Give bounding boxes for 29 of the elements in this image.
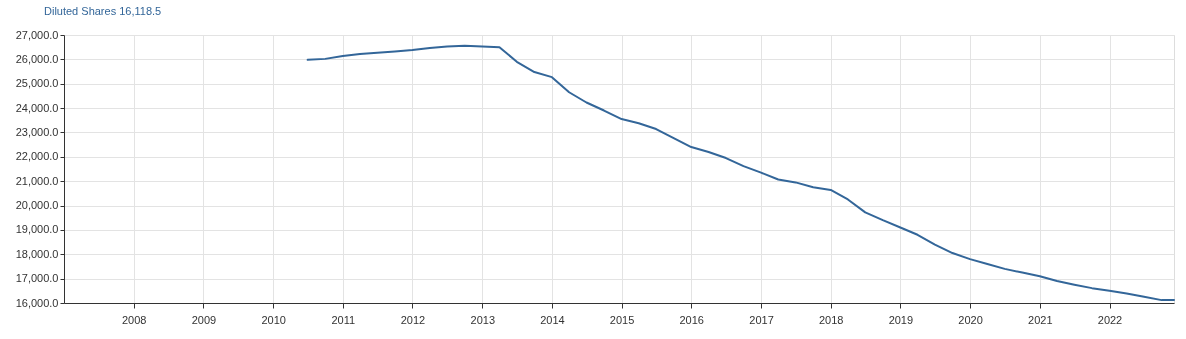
x-tick-label: 2015 xyxy=(609,313,635,326)
line-series xyxy=(306,44,1175,302)
x-tick-label: 2008 xyxy=(121,313,147,326)
x-tick-label: 2018 xyxy=(818,313,844,326)
x-tick-label: 2016 xyxy=(679,313,704,326)
x-tick-label: 2020 xyxy=(958,313,983,326)
y-tick-label: 18,000.0 xyxy=(15,247,59,260)
x-tick-label: 2014 xyxy=(540,313,565,326)
y-tick-label: 20,000.0 xyxy=(15,199,59,212)
x-tick-label: 2017 xyxy=(749,313,774,326)
y-tick-label: 21,000.0 xyxy=(15,174,59,187)
x-tick-label: 2019 xyxy=(888,313,914,326)
y-tick-label: 17,000.0 xyxy=(15,272,59,285)
y-tick-label: 24,000.0 xyxy=(15,101,59,114)
x-tick-label: 2013 xyxy=(470,313,496,326)
y-tick-label: 16,000.0 xyxy=(15,296,59,309)
x-tick-label: 2021 xyxy=(1028,313,1053,326)
x-tick-label: 2011 xyxy=(331,313,356,326)
y-tick-label: 27,000.0 xyxy=(15,28,59,41)
y-tick-label: 26,000.0 xyxy=(15,52,59,65)
y-tick-label: 25,000.0 xyxy=(15,77,59,90)
x-tick-label: 2009 xyxy=(191,313,217,326)
y-tick-label: 22,000.0 xyxy=(15,150,59,163)
x-tick-label: 2022 xyxy=(1097,313,1123,326)
x-tick-label: 2010 xyxy=(261,313,286,326)
text: Diluted Shares 16,118.5 xyxy=(44,5,162,17)
y-tick-label: 19,000.0 xyxy=(15,223,59,236)
y-tick-label: 23,000.0 xyxy=(15,125,59,138)
x-tick-label: 2012 xyxy=(400,313,426,326)
